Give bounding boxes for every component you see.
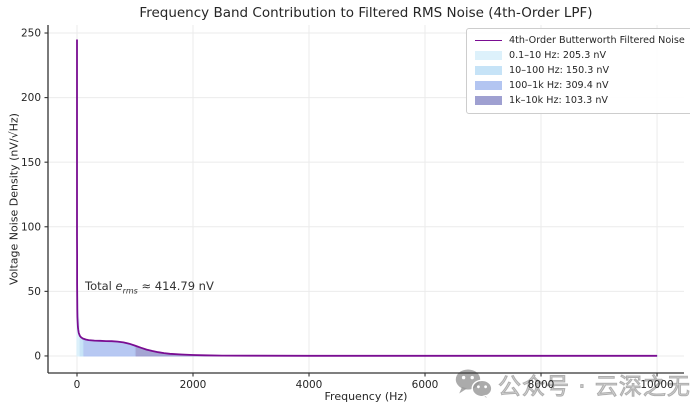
legend-patch-swatch [475,80,502,90]
x-tick-label: 10000 [640,379,673,391]
annotation-prefix: Total [85,279,116,293]
legend: 4th-Order Butterworth Filtered Noise 0.1–… [466,28,690,114]
legend-item-label: 100–1k Hz: 309.4 nV [509,79,609,91]
total-rms-annotation: Total erms ≈ 414.79 nV [85,279,214,295]
y-tick-label: 150 [21,157,41,169]
y-tick-label: 250 [21,28,41,40]
wechat-icon [455,369,493,400]
legend-item-label: 1k–10k Hz: 103.3 nV [509,94,608,106]
y-tick-label: 100 [21,221,41,233]
legend-item: 100–1k Hz: 309.4 nV [475,79,685,92]
legend-item-label: 4th-Order Butterworth Filtered Noise [509,34,685,46]
y-tick-label: 50 [28,286,41,298]
x-tick-label: 2000 [180,379,207,391]
watermark-text: 公众号 · 云深之无迹 [498,374,690,401]
x-tick-label: 4000 [296,379,323,391]
x-tick-label: 6000 [412,379,439,391]
legend-item: 4th-Order Butterworth Filtered Noise [475,34,685,47]
watermark: 公众号 · 云深之无迹 [455,367,690,401]
annotation-symbol: e [115,279,123,293]
band-3-area [134,344,658,357]
legend-patch-swatch [475,65,502,75]
legend-item-label: 0.1–10 Hz: 205.3 nV [509,49,607,61]
chart-title: Frequency Band Contribution to Filtered … [139,5,593,21]
noise-curve [76,39,657,357]
legend-item: 0.1–10 Hz: 205.3 nV [475,49,685,62]
legend-patch-swatch [475,50,502,60]
y-axis-label: Voltage Noise Density (nV/√Hz) [7,113,21,285]
y-tick-label: 200 [21,92,41,104]
legend-item: 10–100 Hz: 150.3 nV [475,64,685,77]
legend-item-label: 10–100 Hz: 150.3 nV [509,64,610,76]
legend-line-swatch [475,39,502,41]
x-tick-label: 8000 [528,379,555,391]
legend-item: 1k–10k Hz: 103.3 nV [475,94,685,107]
legend-patch-swatch [475,95,502,105]
x-axis-label: Frequency (Hz) [324,390,408,403]
annotation-subscript: rms [122,286,138,296]
y-tick-label: 0 [34,351,41,363]
annotation-suffix: ≈ 414.79 nV [137,279,214,293]
x-tick-label: 0 [74,379,81,391]
